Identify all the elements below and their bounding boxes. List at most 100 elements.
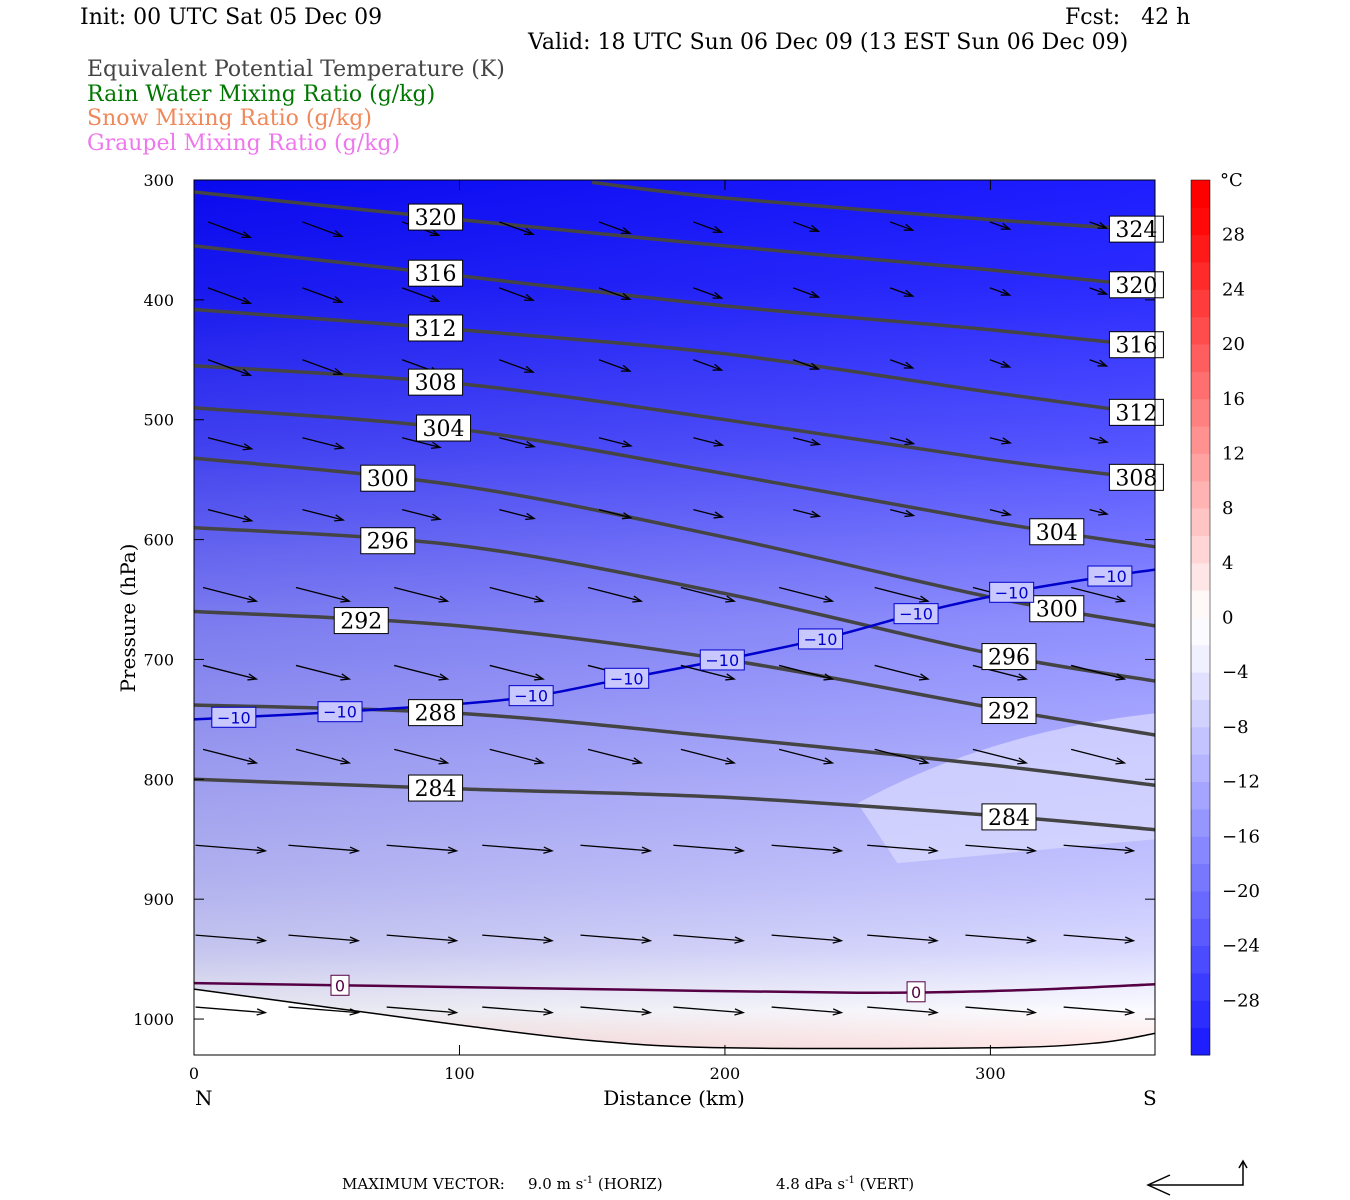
theta-e-label-300: 300: [1029, 595, 1085, 623]
wind-vector-head: [903, 223, 915, 231]
theta-e-label-320: 320: [1108, 271, 1164, 299]
wind-vector-shaft: [867, 1006, 938, 1014]
wind-vector-shaft: [1070, 586, 1125, 602]
wind-vector: [693, 508, 725, 519]
wind-vector: [499, 359, 535, 373]
temp-label--10: −10: [1087, 565, 1133, 587]
theta-e-contour-304: [193, 405, 1156, 549]
wind-vector-shaft: [207, 359, 251, 376]
wind-vector-head: [734, 1008, 746, 1016]
wind-vector: [207, 221, 253, 239]
theta-e-label-308: 308: [1108, 463, 1164, 491]
colorbar-swatch: [1191, 699, 1210, 728]
wind-vector: [202, 664, 259, 681]
wind-vector-shaft: [1063, 934, 1134, 942]
wind-vector-shaft: [889, 221, 913, 231]
wind-vectors: [195, 221, 1136, 1016]
wind-vector-shaft: [778, 664, 833, 680]
wind-vector: [989, 287, 1012, 296]
theta-e-label-324: 324: [1108, 215, 1164, 243]
wind-vector-head: [1115, 673, 1127, 681]
colorbar-swatch: [1191, 289, 1210, 318]
wind-vector-head: [242, 515, 254, 523]
colorbar-swatch: [1191, 972, 1210, 1001]
wind-vector: [792, 437, 822, 446]
wind-vector: [1070, 748, 1127, 765]
wind-vector-shaft: [874, 748, 929, 764]
wind-vector-shaft: [693, 287, 722, 299]
wind-vector-head: [712, 363, 724, 371]
theta-e-label-box: [981, 643, 1037, 671]
wind-vector-shaft: [489, 586, 544, 602]
colorbar-swatch: [1191, 590, 1210, 618]
wind-vector-shaft: [394, 664, 448, 680]
theta-e-label-text: 312: [415, 317, 457, 342]
wind-vector-shaft: [598, 221, 631, 234]
wind-vector-head: [447, 846, 459, 854]
wind-vector: [874, 586, 930, 603]
max-vector-vert: 4.8 dPa s-1 (VERT): [776, 1175, 915, 1193]
wind-vector-shaft: [587, 748, 642, 764]
wind-vector: [1089, 287, 1109, 295]
theta-e-label-box: [1029, 518, 1085, 546]
theta-e-label-312: 312: [408, 314, 464, 342]
wind-vector-head: [349, 1008, 361, 1016]
theta-e-label-box: [1108, 271, 1164, 299]
wind-vector-head: [904, 438, 916, 446]
wind-vector-head: [918, 595, 930, 603]
wind-vector: [680, 586, 737, 603]
wind-vector-head: [247, 757, 259, 765]
theta-e-label-text: 324: [1115, 218, 1157, 243]
theta-e-label-box: [1029, 595, 1085, 623]
colorbar-tick-label: 12: [1222, 443, 1245, 464]
wind-vector: [693, 437, 725, 447]
theta-e-label-box: [360, 464, 416, 492]
wind-vector: [202, 586, 259, 603]
wind-vector: [401, 287, 441, 302]
wind-vector: [598, 359, 632, 372]
wind-vector: [792, 221, 821, 232]
wind-vector-shaft: [1089, 287, 1107, 295]
theta-e-contour-312: [193, 307, 1156, 417]
wind-vector: [693, 359, 724, 371]
wind-vector: [989, 437, 1013, 445]
wind-vector-shaft: [580, 1006, 651, 1014]
wind-vector-head: [242, 443, 254, 451]
wind-vector: [207, 359, 253, 376]
wind-vector-shaft: [288, 1006, 359, 1014]
wind-vector-head: [903, 289, 915, 297]
wind-vector-shaft: [482, 1006, 553, 1014]
wind-vector: [598, 287, 632, 300]
wind-vector-head: [1001, 509, 1013, 517]
wind-vector: [1089, 436, 1109, 444]
theta-e-label-292: 292: [981, 697, 1037, 725]
wind-vector: [302, 221, 344, 237]
colorbar-swatch: [1191, 945, 1210, 974]
wind-vector-head: [447, 1008, 459, 1016]
colorbar-swatch: [1191, 344, 1210, 372]
theta-e-contour-308: [193, 364, 1156, 482]
horizontal-arrow-head: [1146, 1174, 1171, 1196]
wind-vector-shaft: [693, 359, 722, 371]
wind-vector: [693, 221, 724, 233]
wind-vector: [867, 1006, 939, 1016]
wind-vector-head: [430, 441, 442, 449]
wind-vector-shaft: [693, 508, 723, 518]
wind-vector-head: [620, 292, 632, 300]
wind-vector: [302, 437, 345, 450]
temp-label--10: −10: [604, 667, 650, 689]
colorbar-swatch: [1191, 726, 1210, 755]
theta-e-label-box: [408, 259, 464, 287]
wind-vector: [889, 287, 915, 297]
colorbar-tick-label: 24: [1222, 279, 1245, 300]
wind-vector-head: [641, 846, 653, 854]
wind-vector-head: [543, 936, 554, 944]
wind-vector-head: [712, 225, 724, 233]
wind-vector-head: [1097, 221, 1109, 229]
wind-vector-head: [713, 439, 725, 447]
x-axis-label: Distance (km): [603, 1086, 745, 1110]
wind-vector: [1070, 664, 1127, 681]
wind-vector: [792, 508, 822, 518]
wind-vector-head: [725, 673, 737, 681]
temp-label-0: 0: [906, 981, 926, 1003]
